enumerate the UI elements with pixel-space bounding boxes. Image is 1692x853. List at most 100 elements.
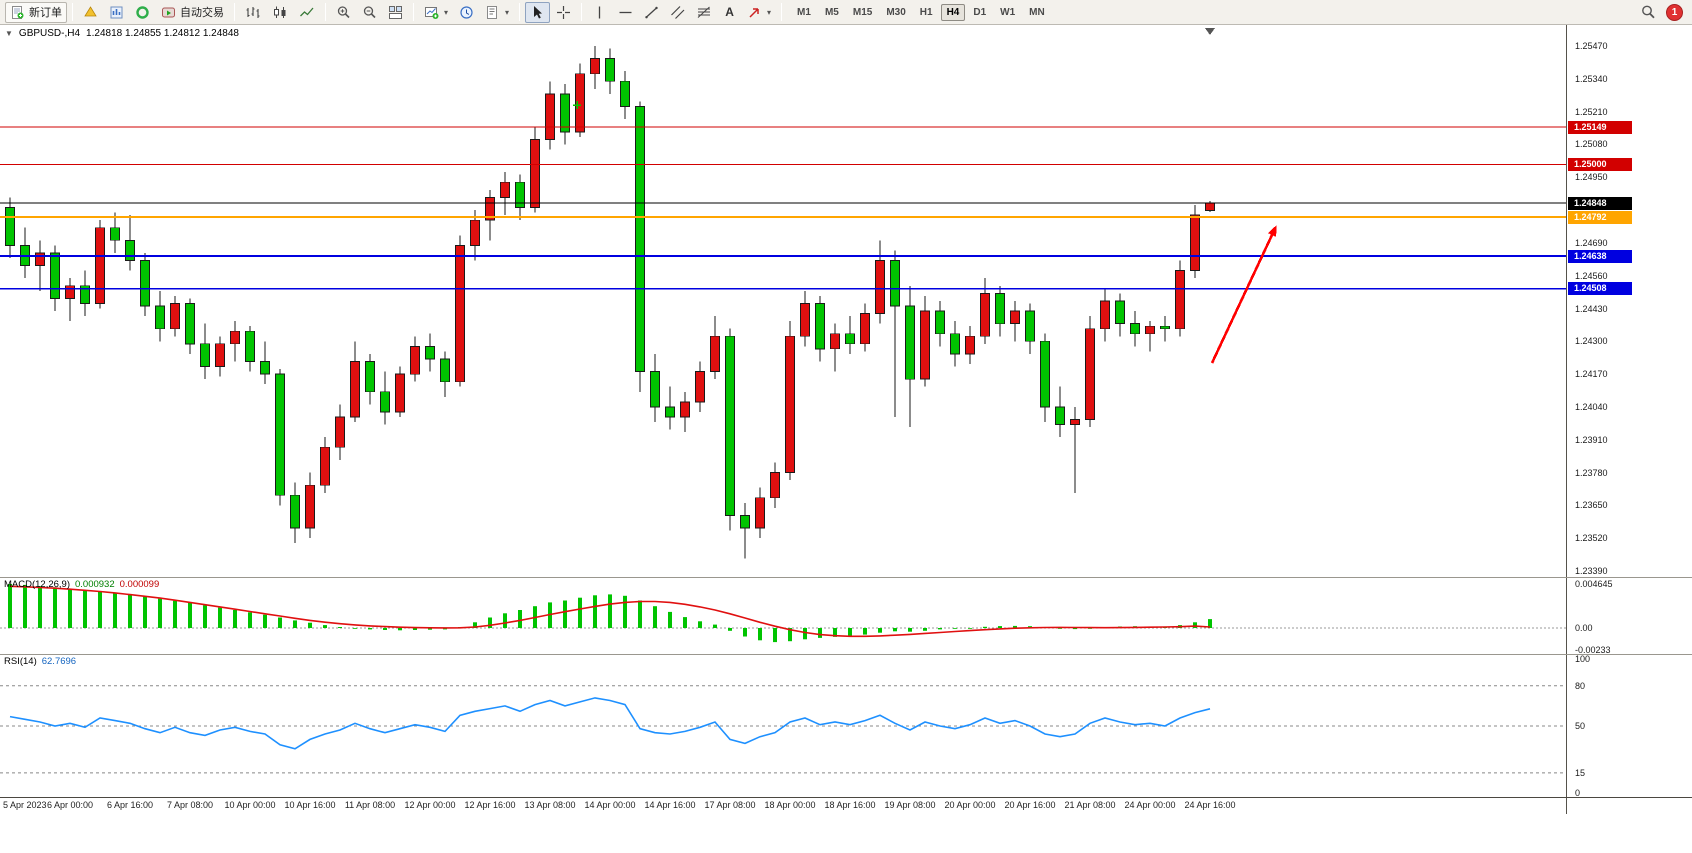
separator xyxy=(413,3,414,21)
search-icon xyxy=(1640,4,1656,20)
new-chart-button[interactable]: ▾ xyxy=(419,2,453,23)
fibonacci-tool-button[interactable] xyxy=(691,2,717,23)
rsi-panel[interactable]: RSI(14) 62.7696 xyxy=(0,655,1566,797)
price-tick: 1.24560 xyxy=(1575,270,1608,281)
candle xyxy=(410,345,420,375)
timeframe-button-d1[interactable]: D1 xyxy=(973,6,987,18)
line-chart-button[interactable] xyxy=(294,2,320,23)
autotrading-button[interactable]: 自动交易 xyxy=(156,2,229,23)
panel-splitter[interactable] xyxy=(0,577,1692,578)
candle xyxy=(755,497,765,529)
candle xyxy=(80,285,90,304)
separator xyxy=(234,3,235,21)
macd-chart-canvas[interactable] xyxy=(0,578,1566,654)
candle xyxy=(380,391,390,413)
price-tick: 1.24690 xyxy=(1575,237,1608,248)
candle xyxy=(1115,300,1125,324)
rsi-scale-label: 0 xyxy=(1575,788,1581,798)
rsi-chart-canvas[interactable] xyxy=(0,655,1566,797)
tile-windows-button[interactable] xyxy=(383,2,408,23)
crosshair-tool-button[interactable] xyxy=(551,2,576,23)
candle xyxy=(455,244,465,383)
timeframe-button-w1[interactable]: W1 xyxy=(1000,6,1016,18)
macd-panel[interactable]: MACD(12,26,9) 0.000932 0.000099 xyxy=(0,578,1566,654)
macd-name: MACD(12,26,9) xyxy=(4,579,70,590)
candlestick-chart-button[interactable] xyxy=(267,2,293,23)
candle xyxy=(1145,325,1155,335)
price-scale[interactable]: 1.25470 1.25340 1.25210 1.25080 1.24950 1.246… xyxy=(1566,25,1692,814)
timeframe-button-m5[interactable]: M5 xyxy=(824,6,839,18)
time-label: 7 Apr 08:00 xyxy=(166,800,214,810)
text-tool-button[interactable]: A xyxy=(718,2,741,23)
market-watch-button[interactable] xyxy=(104,2,129,23)
bars-chart-button[interactable] xyxy=(240,2,266,23)
cursor-tool-button[interactable] xyxy=(525,1,551,23)
timeframe-button-m30[interactable]: M30 xyxy=(886,6,906,18)
search-button[interactable] xyxy=(1635,2,1661,23)
price-tick: 1.23910 xyxy=(1575,434,1608,445)
macd-scale-label: 0.004645 xyxy=(1575,579,1613,589)
autoscroll-button[interactable] xyxy=(454,2,479,23)
candle xyxy=(965,335,975,355)
candle xyxy=(1025,310,1035,342)
candle xyxy=(695,371,705,403)
panel-splitter[interactable] xyxy=(0,654,1692,655)
community-button[interactable] xyxy=(130,2,155,23)
trendline-icon xyxy=(644,5,659,20)
candle xyxy=(725,335,735,516)
price-tick: 1.24430 xyxy=(1575,303,1608,314)
candle xyxy=(185,303,195,345)
main-chart-panel[interactable]: ▼ GBPUSD-,H4 1.24818 1.24855 1.24812 1.2… xyxy=(0,25,1566,577)
candle xyxy=(125,239,135,261)
zoom-out-button[interactable] xyxy=(357,2,382,23)
templates-button[interactable]: ▾ xyxy=(480,2,514,23)
arrows-tool-button[interactable]: ▾ xyxy=(742,2,776,23)
zoom-in-button[interactable] xyxy=(331,2,356,23)
chevron-down-icon: ▾ xyxy=(505,7,510,17)
chevron-down-icon: ▾ xyxy=(767,7,772,17)
time-label: 6 Apr 00:00 xyxy=(46,800,94,810)
notification-badge[interactable]: 1 xyxy=(1666,3,1683,21)
price-tick: 1.25470 xyxy=(1575,41,1608,51)
candle xyxy=(305,484,315,529)
macd-signal-value: 0.000099 xyxy=(119,579,160,590)
horizontal-lines-layer[interactable] xyxy=(0,126,1566,290)
candle xyxy=(1190,214,1200,272)
timeframe-button-h1[interactable]: H1 xyxy=(919,6,933,18)
channel-tool-button[interactable] xyxy=(665,2,690,23)
price-tick: 1.23780 xyxy=(1575,467,1608,478)
vertical-line-tool-button[interactable] xyxy=(587,2,612,23)
candle xyxy=(1130,323,1140,335)
candle xyxy=(830,333,840,350)
time-axis[interactable]: 5 Apr 2023 6 Apr 00:00 6 Apr 16:00 7 Apr 08… xyxy=(0,798,1566,814)
metaeditor-button[interactable] xyxy=(78,2,103,23)
candlestick-chart-canvas[interactable] xyxy=(0,25,1566,577)
timeframe-button-h4[interactable]: H4 xyxy=(940,3,966,21)
timeframe-button-m15[interactable]: M15 xyxy=(852,6,873,18)
price-tick: 1.23520 xyxy=(1575,533,1608,544)
rsi-scale-label: 15 xyxy=(1575,767,1586,778)
price-tick: 1.24950 xyxy=(1575,172,1608,183)
cross-marker-icon xyxy=(573,101,581,109)
candle xyxy=(440,358,450,383)
candle xyxy=(545,93,555,140)
arrow-icon xyxy=(747,5,762,20)
candle xyxy=(680,401,690,418)
trend-arrow[interactable] xyxy=(1210,225,1277,364)
timeframe-button-mn[interactable]: MN xyxy=(1029,6,1045,18)
price-tag: 1.24792 xyxy=(1568,210,1632,224)
separator xyxy=(72,3,73,21)
price-tag: 1.24848 xyxy=(1568,196,1632,210)
time-label: 20 Apr 00:00 xyxy=(944,800,996,810)
candle xyxy=(770,472,780,499)
time-label: 11 Apr 08:00 xyxy=(344,800,396,810)
candle xyxy=(500,181,510,198)
timeframe-button-m1[interactable]: M1 xyxy=(797,6,811,18)
trendline-tool-button[interactable] xyxy=(639,2,664,23)
horizontal-line-tool-button[interactable] xyxy=(613,2,638,23)
candle xyxy=(320,446,330,486)
new-order-button[interactable]: 新订单 xyxy=(5,1,67,23)
collapse-arrow-icon[interactable]: ▼ xyxy=(5,29,13,38)
time-label: 13 Apr 08:00 xyxy=(524,800,576,810)
